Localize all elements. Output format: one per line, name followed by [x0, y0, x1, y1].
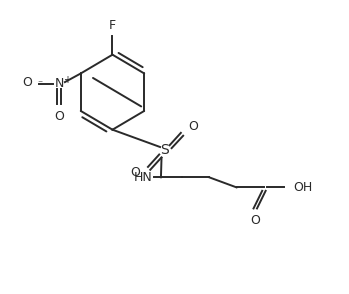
- Text: O: O: [250, 214, 260, 227]
- Text: O: O: [131, 166, 140, 179]
- Text: O: O: [188, 120, 198, 133]
- Text: OH: OH: [293, 181, 312, 194]
- Text: O: O: [54, 109, 64, 123]
- Text: ⁻: ⁻: [38, 79, 43, 89]
- Text: +: +: [63, 75, 71, 85]
- Text: HN: HN: [134, 171, 153, 184]
- Text: O: O: [22, 76, 32, 88]
- Text: S: S: [160, 143, 169, 157]
- Text: F: F: [109, 19, 116, 32]
- Text: N: N: [54, 77, 64, 90]
